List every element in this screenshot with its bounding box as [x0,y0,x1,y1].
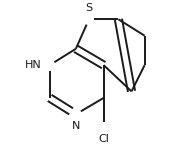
Text: S: S [85,3,92,13]
Text: Cl: Cl [98,134,109,144]
Text: N: N [72,121,80,131]
Text: HN: HN [25,60,41,70]
